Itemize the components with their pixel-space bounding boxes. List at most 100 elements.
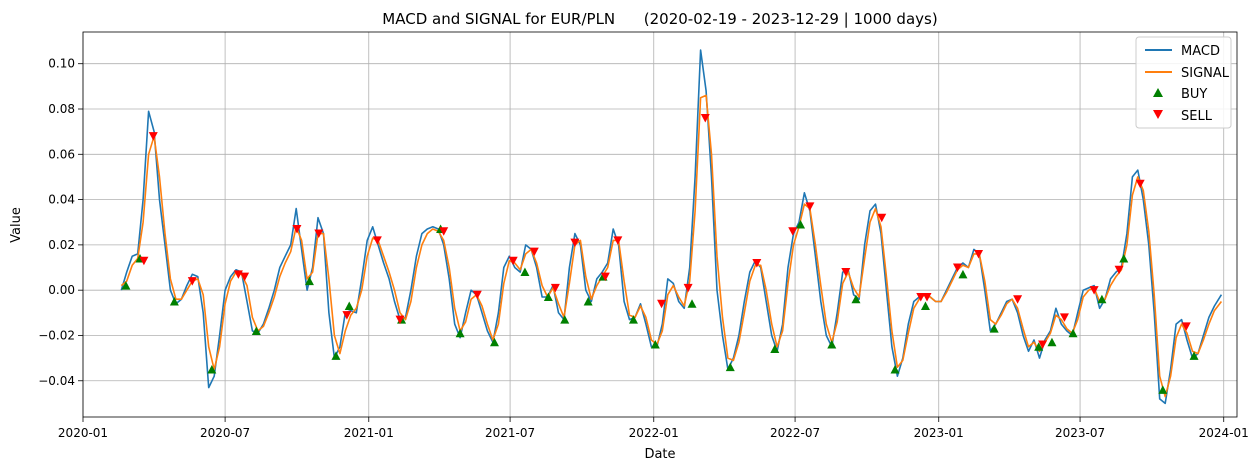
- sell-marker: [372, 236, 382, 245]
- x-tick-label: 2024-01: [1199, 426, 1249, 440]
- buy-marker: [890, 364, 900, 374]
- plot-frame: [82, 31, 1238, 418]
- sell-marker: [240, 272, 250, 282]
- sell-marker: [1135, 179, 1145, 189]
- sell-marker: [1114, 265, 1124, 275]
- buy-marker: [1119, 253, 1129, 263]
- x-tick-label: 2021-07: [485, 426, 535, 440]
- sell-marker: [788, 227, 798, 236]
- sell-marker: [508, 256, 518, 266]
- buy-marker: [1189, 351, 1199, 360]
- sell-marker: [148, 132, 158, 141]
- legend-macd-label: MACD: [1181, 44, 1220, 59]
- sell-marker: [1038, 340, 1048, 350]
- sell-marker: [952, 263, 962, 273]
- legend-buy-marker: [1153, 88, 1163, 97]
- buy-marker: [207, 364, 217, 374]
- x-tick-label: 2022-01: [629, 426, 679, 440]
- buy-marker: [169, 297, 179, 306]
- y-tick-label: 0.04: [48, 193, 75, 207]
- buy-marker: [1068, 328, 1078, 338]
- buy-marker: [650, 340, 660, 349]
- y-tick-label: 0.08: [48, 102, 75, 116]
- sell-marker: [395, 315, 405, 325]
- buy-marker: [920, 301, 930, 311]
- buy-marker: [958, 269, 968, 279]
- sell-marker: [439, 227, 449, 236]
- legend-sell-marker: [1153, 110, 1163, 119]
- sell-marker: [187, 277, 197, 286]
- sell-marker: [613, 236, 623, 245]
- buy-marker: [543, 292, 553, 301]
- marker-layer: [121, 114, 1199, 394]
- sell-marker: [1181, 322, 1191, 331]
- buy-marker: [583, 297, 593, 306]
- sell-marker: [974, 249, 984, 259]
- sell-marker: [314, 229, 324, 239]
- sell-marker: [1059, 313, 1069, 322]
- sell-marker: [139, 256, 149, 266]
- legend-signal-label: SIGNAL: [1181, 66, 1230, 81]
- sell-marker: [1013, 295, 1023, 304]
- sell-marker: [805, 202, 815, 211]
- x-tick-label: 2023-07: [1055, 426, 1105, 440]
- sell-marker: [550, 283, 560, 293]
- buy-marker: [1047, 337, 1057, 347]
- x-axis-label: Date: [644, 447, 675, 462]
- legend-box: [1135, 36, 1232, 129]
- sell-marker: [342, 311, 352, 320]
- buy-marker: [1097, 294, 1107, 304]
- sell-marker: [916, 292, 926, 302]
- buy-marker: [1158, 385, 1168, 394]
- y-axis-ticks: −0.04 −0.02 0.00 0.02 0.04 0.06 0.08 0.10: [38, 57, 83, 388]
- legend-buy-label: BUY: [1181, 87, 1207, 102]
- y-tick-label: 0.10: [48, 57, 75, 71]
- sell-marker: [922, 292, 932, 302]
- x-tick-label: 2021-01: [344, 426, 394, 440]
- y-tick-label: −0.04: [38, 374, 75, 388]
- buy-marker: [331, 351, 341, 360]
- buy-marker: [796, 220, 806, 229]
- buy-marker: [520, 267, 530, 277]
- sell-marker: [570, 238, 580, 248]
- sell-marker: [233, 270, 243, 279]
- legend-sell-label: SELL: [1181, 109, 1213, 124]
- buy-marker: [121, 281, 131, 290]
- buy-marker: [489, 337, 499, 347]
- sell-marker: [600, 272, 610, 282]
- buy-marker: [989, 324, 999, 333]
- buy-marker: [344, 301, 354, 311]
- sell-marker: [841, 268, 851, 277]
- sell-marker: [292, 225, 302, 234]
- buy-marker: [770, 344, 780, 354]
- sell-marker: [700, 114, 710, 123]
- sell-marker: [1089, 286, 1099, 295]
- y-tick-label: 0.06: [48, 147, 75, 161]
- buy-marker: [304, 276, 314, 286]
- buy-marker: [251, 326, 261, 335]
- buy-marker: [628, 315, 638, 324]
- sell-marker: [657, 299, 667, 309]
- sell-marker: [877, 213, 887, 223]
- y-tick-label: −0.02: [38, 328, 75, 342]
- buy-marker: [827, 340, 837, 349]
- buy-marker: [455, 328, 465, 338]
- sell-marker: [683, 283, 693, 293]
- x-tick-label: 2022-07: [770, 426, 820, 440]
- buy-marker: [560, 315, 570, 324]
- y-tick-label: 0.00: [48, 283, 75, 297]
- chart-title: MACD and SIGNAL for EUR/PLN (2020-02-19 …: [382, 10, 937, 28]
- y-tick-label: 0.02: [48, 238, 75, 252]
- buy-marker: [725, 362, 735, 372]
- x-tick-label: 2020-01: [58, 426, 108, 440]
- y-axis-label: Value: [9, 207, 24, 243]
- x-tick-label: 2020-07: [200, 426, 250, 440]
- sell-marker: [752, 259, 762, 268]
- buy-marker: [851, 294, 861, 304]
- x-tick-label: 2023-01: [914, 426, 964, 440]
- x-axis-ticks: 2020-01 2020-07 2021-01 2021-07 2022-01 2022-…: [58, 417, 1249, 440]
- sell-marker: [529, 247, 539, 257]
